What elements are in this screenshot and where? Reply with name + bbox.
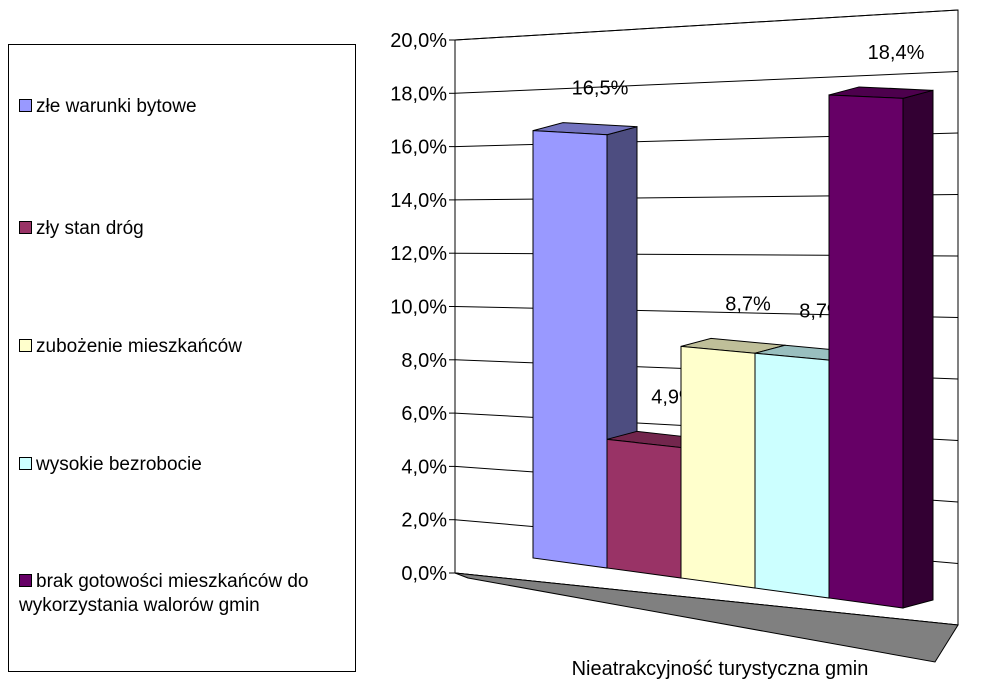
legend-swatch (19, 339, 32, 352)
legend-label: brak gotowości mieszkańców do wykorzysta… (19, 571, 309, 616)
legend-label: wysokie bezrobocie (36, 454, 202, 475)
data-label: 18,4% (868, 42, 925, 64)
legend-entry: wysokie bezrobocie (19, 453, 349, 477)
legend-entry: złe warunki bytowe (19, 95, 349, 119)
bar (680, 345, 756, 589)
y-tick-label: 16,0% (390, 137, 447, 159)
floor (454, 572, 959, 663)
y-tick-label: 2,0% (401, 510, 447, 532)
category-label: Nieatrakcyjność turystyczna gmin (572, 658, 869, 679)
legend-swatch (19, 457, 32, 470)
legend-entry: brak gotowości mieszkańców do wykorzysta… (19, 570, 349, 618)
legend: złe warunki bytowe zły stan dróg zubożenie… (8, 44, 356, 672)
legend-swatch (19, 99, 32, 112)
grid-line (454, 71, 959, 94)
legend-label: złe warunki bytowe (36, 96, 197, 117)
y-tick-label: 12,0% (390, 243, 447, 265)
y-tick-label: 20,0% (390, 30, 447, 52)
bar (754, 352, 830, 599)
legend-label: zły stan dróg (36, 218, 144, 239)
legend-swatch (19, 574, 32, 587)
bar (532, 130, 608, 569)
grid-line (454, 9, 959, 41)
data-label: 16,5% (572, 78, 629, 100)
bar (828, 94, 904, 609)
data-label: 8,7% (725, 293, 771, 315)
y-tick-label: 0,0% (401, 563, 447, 585)
legend-label: zubożenie mieszkańców (36, 336, 242, 357)
legend-entry: zubożenie mieszkańców (19, 335, 349, 359)
y-tick-label: 6,0% (401, 403, 447, 425)
legend-entry: zły stan dróg (19, 217, 349, 241)
y-tick-label: 14,0% (390, 190, 447, 212)
y-tick-label: 10,0% (390, 297, 447, 319)
y-tick-label: 18,0% (390, 83, 447, 105)
legend-swatch (19, 221, 32, 234)
y-tick-label: 4,0% (401, 456, 447, 478)
y-tick-label: 8,0% (401, 350, 447, 372)
bar (606, 438, 682, 579)
bar-side (902, 89, 934, 609)
